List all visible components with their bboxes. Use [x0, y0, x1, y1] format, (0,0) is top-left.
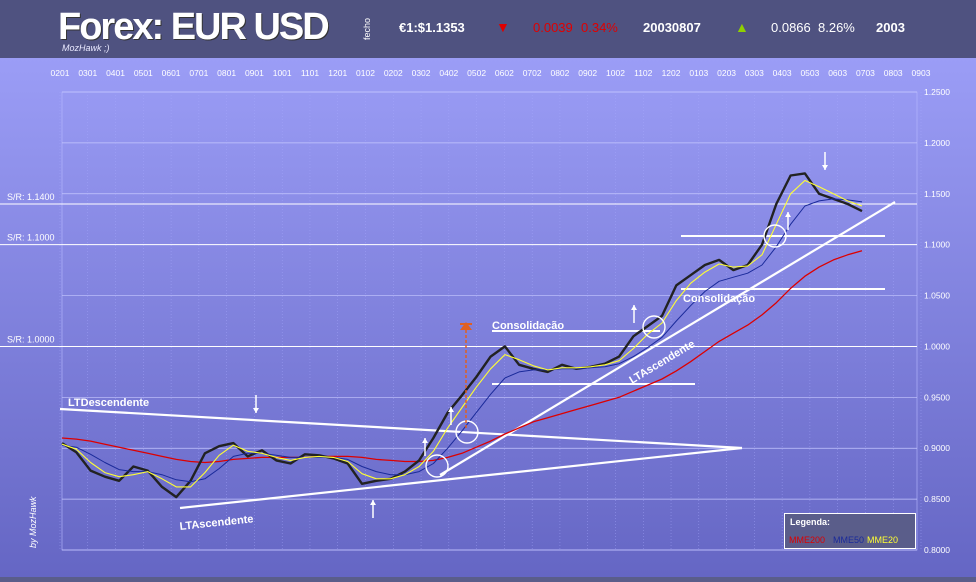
- x-tick-label: 0501: [134, 68, 153, 78]
- signal-arrow-head: [822, 165, 828, 170]
- x-tick-label: 0901: [245, 68, 264, 78]
- x-tick-label: 0301: [78, 68, 97, 78]
- triangle-down-icon: ▼: [496, 19, 510, 35]
- date-value: 20030807: [643, 20, 701, 35]
- x-tick-label: 1102: [634, 68, 653, 78]
- y-tick-label: 0.9000: [924, 443, 950, 453]
- signal-arrow-head: [422, 438, 428, 443]
- legend-item-mme200: MME200: [789, 535, 826, 545]
- header-bar: [0, 0, 976, 58]
- triangle-up-icon: ▲: [735, 19, 749, 35]
- series-line-mme20: [61, 179, 863, 488]
- breakout-circle: [763, 224, 787, 248]
- x-tick-label: 1101: [301, 68, 320, 78]
- x-tick-label: 0502: [467, 68, 486, 78]
- x-tick-label: 0803: [884, 68, 903, 78]
- change-pct: 0.34%: [581, 20, 618, 35]
- x-tick-label: 0601: [162, 68, 181, 78]
- byline: by MozHawk: [28, 496, 38, 548]
- y-tick-label: 0.9500: [924, 392, 950, 402]
- signal-arrow-head: [253, 408, 259, 413]
- x-tick-label: 0203: [717, 68, 736, 78]
- x-tick-label: 0503: [800, 68, 819, 78]
- change-abs: 0.0039: [533, 20, 573, 35]
- y-tick-label: 0.8000: [924, 545, 950, 555]
- x-tick-label: 0701: [189, 68, 208, 78]
- y-tick-label: 1.0000: [924, 341, 950, 351]
- fecho-label: fecho: [362, 17, 372, 40]
- legend-item-mme50: MME50: [833, 535, 865, 545]
- x-tick-label: 0303: [745, 68, 764, 78]
- series-line-mme200: [61, 250, 863, 464]
- x-tick-label: 0402: [439, 68, 458, 78]
- page-title: Forex: EUR USD: [58, 6, 330, 48]
- x-tick-label: 0302: [412, 68, 431, 78]
- x-tick-label: 0603: [828, 68, 847, 78]
- target-arrow-head: [460, 322, 472, 330]
- x-tick-label: 0903: [912, 68, 931, 78]
- series-line-eur-usd: [61, 172, 863, 499]
- series-line-mme50: [61, 198, 863, 483]
- x-tick-label: 0801: [217, 68, 236, 78]
- x-tick-label: 0103: [689, 68, 708, 78]
- trendline-descending: [59, 407, 743, 450]
- y-tick-label: 0.8500: [924, 494, 950, 504]
- signal-arrow-head: [370, 500, 376, 505]
- sr-label: S/R: 1.0000: [7, 334, 55, 344]
- annotation-consolidacao-2: Consolidação: [683, 293, 755, 305]
- signal-arrow-head: [631, 305, 637, 310]
- x-tick-label: 1002: [606, 68, 625, 78]
- annotation-ltdescendente: LTDescendente: [68, 397, 149, 409]
- annotation-consolidacao-1: Consolidação: [492, 320, 564, 332]
- x-tick-label: 0403: [773, 68, 792, 78]
- x-tick-label: 0702: [523, 68, 542, 78]
- y-tick-label: 1.1500: [924, 189, 950, 199]
- sr-label: S/R: 1.1000: [7, 233, 55, 243]
- x-tick-label: 0802: [550, 68, 569, 78]
- signal-arrow-head: [785, 212, 791, 217]
- x-tick-label: 0401: [106, 68, 125, 78]
- y-tick-label: 1.2500: [924, 87, 950, 97]
- logo-text: MozHawk ;): [62, 43, 110, 53]
- x-tick-label: 1202: [662, 68, 681, 78]
- x-tick-label: 0201: [51, 68, 70, 78]
- x-tick-label: 0703: [856, 68, 875, 78]
- x-tick-label: 1201: [328, 68, 347, 78]
- breakout-circle: [425, 454, 449, 478]
- legend: Legenda: MME200 MME50 MME20: [784, 513, 916, 549]
- legend-title: Legenda:: [790, 517, 831, 527]
- plot-area: [0, 58, 976, 577]
- breakout-circle: [455, 420, 479, 444]
- signal-arrow-head: [448, 407, 454, 412]
- breakout-circle: [642, 315, 666, 339]
- x-tick-label: 0102: [356, 68, 375, 78]
- price-value: €1:$1.1353: [399, 20, 465, 35]
- y-tick-label: 1.2000: [924, 138, 950, 148]
- y-tick-label: 1.0500: [924, 291, 950, 301]
- trendline-ascending-1: [179, 446, 743, 510]
- sr-label: S/R: 1.1400: [7, 192, 55, 202]
- x-tick-label: 1001: [273, 68, 292, 78]
- y-tick-label: 1.1000: [924, 240, 950, 250]
- year-change-pct: 8.26%: [818, 20, 855, 35]
- legend-item-mme20: MME20: [867, 535, 899, 545]
- x-tick-label: 0902: [578, 68, 597, 78]
- year-change-abs: 0.0866: [771, 20, 811, 35]
- year-value: 2003: [876, 20, 905, 35]
- x-tick-label: 0202: [384, 68, 403, 78]
- x-tick-label: 0602: [495, 68, 514, 78]
